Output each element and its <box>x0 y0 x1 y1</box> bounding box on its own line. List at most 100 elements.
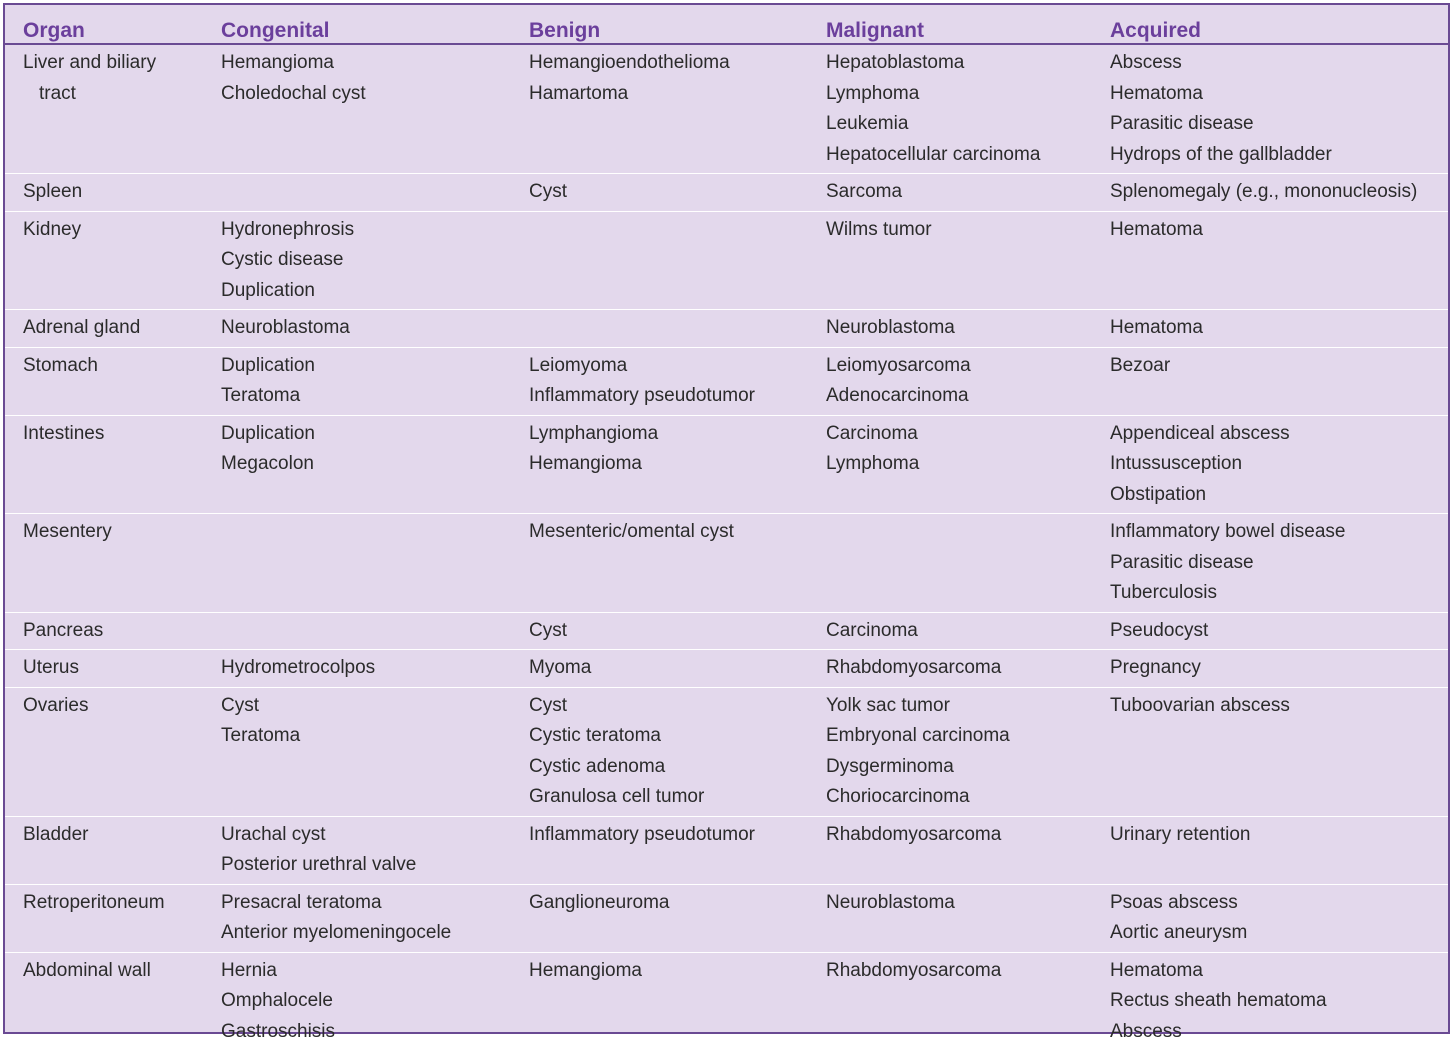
cell-organ: Stomach <box>5 347 221 415</box>
cell-benign: Myoma <box>529 650 826 688</box>
table-row: Liver and biliary tract Hemangioma Choledoc… <box>5 44 1448 174</box>
congenital-entry: Neuroblastoma <box>221 317 350 338</box>
cell-acquired: Pregnancy <box>1110 650 1448 688</box>
acquired-entry: Tuboovarian abscess <box>1110 694 1290 716</box>
cell-organ: Liver and biliary tract <box>5 44 221 174</box>
benign-entry: Myoma <box>529 657 592 678</box>
cell-organ: Pancreas <box>5 612 221 650</box>
cell-benign: Cyst <box>529 612 826 650</box>
cell-acquired: Abscess Hematoma Parasitic disease Hydrops … <box>1110 44 1448 174</box>
acquired-entry: Bezoar <box>1110 354 1171 376</box>
congenital-entry: Omphalocele <box>221 990 333 1011</box>
malignant-entry: Rhabdomyosarcoma <box>826 959 1002 981</box>
cell-organ: Retroperitoneum <box>5 884 221 952</box>
acquired-entry: Hematoma <box>1110 317 1203 338</box>
header-acquired: Acquired <box>1110 19 1202 42</box>
organ-entry: Retroperitoneum <box>23 891 165 913</box>
acquired-entry: Hydrops of the gallbladder <box>1110 143 1332 165</box>
table-row: Adrenal gland Neuroblastoma Neuroblastoma H… <box>5 310 1448 348</box>
organ-entry: Kidney <box>23 218 82 240</box>
organ-entry: Adrenal gland <box>23 317 141 338</box>
cell-benign: Lymphangioma Hemangioma <box>529 415 826 514</box>
acquired-entry: Parasitic disease <box>1110 551 1254 573</box>
cell-benign <box>529 211 826 310</box>
cell-malignant <box>826 514 1110 613</box>
cell-congenital: Neuroblastoma <box>221 310 529 348</box>
cell-malignant: Neuroblastoma <box>826 884 1110 952</box>
cell-benign: Cyst Cystic teratoma Cystic adenoma Granulo… <box>529 687 826 816</box>
cell-acquired: Tuboovarian abscess <box>1110 687 1448 816</box>
benign-entry: Mesenteric/omental cyst <box>529 521 734 542</box>
congenital-entry: Teratoma <box>221 725 301 746</box>
benign-entry: Cyst <box>529 181 567 202</box>
organ-entry: tract <box>39 82 76 104</box>
benign-entry: Granulosa cell tumor <box>529 786 705 807</box>
cell-benign: Hemangioma <box>529 952 826 1050</box>
benign-entry: Hemangioma <box>529 453 642 474</box>
cell-organ: Bladder <box>5 816 221 884</box>
cell-acquired: Hematoma Rectus sheath hematoma Abscess <box>1110 952 1448 1050</box>
congenital-entry: Cyst <box>221 694 259 716</box>
organ-entry: Bladder <box>23 823 89 845</box>
table-row: Uterus Hydrometrocolpos Myoma Rhabdomyosarc… <box>5 650 1448 688</box>
benign-entry: Inflammatory pseudotumor <box>529 823 755 845</box>
malignant-entry: Leukemia <box>826 113 909 134</box>
malignant-entry: Sarcoma <box>826 181 903 202</box>
acquired-entry: Splenomegaly (e.g., mononucleosis) <box>1110 181 1418 202</box>
benign-entry: Hemangioma <box>529 959 642 981</box>
cell-congenital: Hemangioma Choledochal cyst <box>221 44 529 174</box>
benign-entry: Ganglioneuroma <box>529 891 670 913</box>
cell-benign: Mesenteric/omental cyst <box>529 514 826 613</box>
congenital-entry: Megacolon <box>221 453 314 474</box>
cell-benign: Leiomyoma Inflammatory pseudotumor <box>529 347 826 415</box>
organ-entry: Mesentery <box>23 521 112 542</box>
cell-congenital: Duplication Megacolon <box>221 415 529 514</box>
organ-entry: Pancreas <box>23 619 104 641</box>
acquired-entry: Abscess <box>1110 1020 1182 1042</box>
cell-congenital: Cyst Teratoma <box>221 687 529 816</box>
cell-malignant: Hepatoblastoma Lymphoma Leukemia Hepatocell… <box>826 44 1110 174</box>
malignant-entry: Dysgerminoma <box>826 755 954 777</box>
cell-malignant: Rhabdomyosarcoma <box>826 650 1110 688</box>
table-row: Spleen Cyst Sarcoma Splenomegaly (e.g., mon… <box>5 174 1448 212</box>
cell-acquired: Inflammatory bowel disease Parasitic dise… <box>1110 514 1448 613</box>
benign-entry: Hamartoma <box>529 82 629 104</box>
organ-entry: Abdominal wall <box>23 959 151 981</box>
cell-organ: Mesentery <box>5 514 221 613</box>
benign-entry: Cystic teratoma <box>529 725 661 746</box>
acquired-entry: Appendiceal abscess <box>1110 422 1290 444</box>
cell-organ: Ovaries <box>5 687 221 816</box>
acquired-entry: Inflammatory bowel disease <box>1110 521 1346 542</box>
organ-entry: Ovaries <box>23 694 89 716</box>
acquired-entry: Psoas abscess <box>1110 891 1238 913</box>
organ-entry: Liver and biliary <box>23 52 157 73</box>
benign-entry: Cyst <box>529 694 567 716</box>
congenital-entry: Gastroschisis <box>221 1020 336 1042</box>
malignant-entry: Choriocarcinoma <box>826 786 970 807</box>
acquired-entry: Aortic aneurysm <box>1110 922 1248 943</box>
organ-entry: Uterus <box>23 657 79 678</box>
benign-entry: Inflammatory pseudotumor <box>529 385 755 406</box>
differential-diagnosis-table: Organ Congenital Benign Malignant Acquir… <box>5 15 1448 1050</box>
table-row: Mesentery Mesenteric/omental cyst Inflamma… <box>5 514 1448 613</box>
cell-organ: Adrenal gland <box>5 310 221 348</box>
cell-benign: Inflammatory pseudotumor <box>529 816 826 884</box>
cell-benign: Cyst <box>529 174 826 212</box>
cell-benign: Ganglioneuroma <box>529 884 826 952</box>
malignant-entry: Carcinoma <box>826 619 918 641</box>
congenital-entry: Anterior myelomeningocele <box>221 922 452 943</box>
header-benign: Benign <box>529 19 601 42</box>
table-frame: Organ Congenital Benign Malignant Acquir… <box>3 3 1450 1042</box>
congenital-entry: Presacral teratoma <box>221 891 382 913</box>
malignant-entry: Leiomyosarcoma <box>826 354 971 376</box>
cell-organ: Uterus <box>5 650 221 688</box>
congenital-entry: Duplication <box>221 422 315 444</box>
cell-congenital: Hydrometrocolpos <box>221 650 529 688</box>
cell-benign <box>529 310 826 348</box>
malignant-entry: Lymphoma <box>826 82 920 104</box>
acquired-entry: Tuberculosis <box>1110 582 1218 603</box>
acquired-entry: Rectus sheath hematoma <box>1110 990 1327 1011</box>
acquired-entry: Parasitic disease <box>1110 113 1254 134</box>
benign-entry: Cyst <box>529 619 567 641</box>
malignant-entry: Lymphoma <box>826 453 920 474</box>
